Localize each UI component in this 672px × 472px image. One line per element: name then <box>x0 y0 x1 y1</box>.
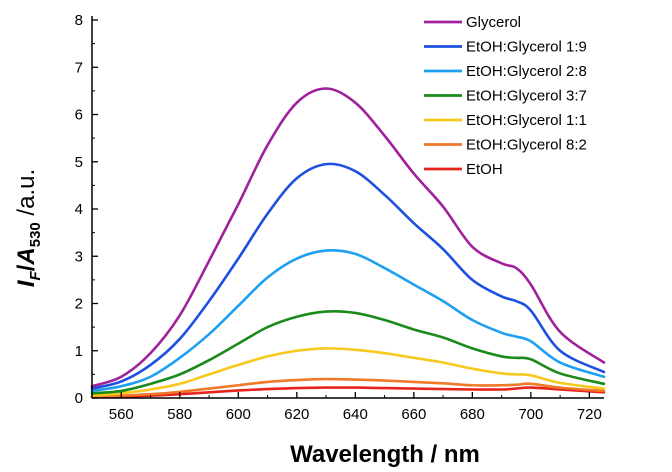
y-axis-title-prefix-sub: F <box>27 270 44 280</box>
series-line-etoh-glycerol-1-9 <box>90 162 606 390</box>
y-tick-label-3: 3 <box>75 248 83 265</box>
series-line-etoh-glycerol-8-2 <box>90 377 606 398</box>
series-line-etoh-glycerol-1-1 <box>90 347 606 397</box>
legend-label-etoh-glycerol-1-1: EtOH:Glycerol 1:1 <box>466 112 587 129</box>
y-tick-label-4: 4 <box>75 201 83 218</box>
y-axis-title-main: A <box>13 247 40 265</box>
y-tick-label-5: 5 <box>75 154 83 171</box>
axes: 560 580 600 620 640 660 680 700 720 0 1 2 3 4 5 6 7 8 <box>75 12 604 423</box>
y-axis-title-main-sub: 530 <box>27 222 44 247</box>
legend-label-glycerol: Glycerol <box>466 14 521 31</box>
y-tick-label-6: 6 <box>75 107 83 124</box>
plot-area <box>90 87 606 399</box>
y-axis-title-slash: / <box>13 264 40 271</box>
x-axis-title: Wavelength / nm <box>290 441 480 468</box>
legend-label-etoh-glycerol-8-2: EtOH:Glycerol 8:2 <box>466 137 587 154</box>
legend: Glycerol EtOH:Glycerol 1:9 EtOH:Glycerol 2… <box>424 14 587 178</box>
y-axis-title: IF/A530 /a.u. <box>13 169 44 287</box>
series-line-etoh-glycerol-3-7 <box>90 309 606 395</box>
x-tick-label-560: 560 <box>109 406 134 423</box>
x-tick-label-680: 680 <box>460 406 485 423</box>
x-tick-label-580: 580 <box>167 406 192 423</box>
legend-label-etoh-glycerol-2-8: EtOH:Glycerol 2:8 <box>466 63 587 80</box>
series-line-etoh-glycerol-2-8 <box>90 249 606 393</box>
x-tick-label-600: 600 <box>226 406 251 423</box>
legend-label-etoh-glycerol-3-7: EtOH:Glycerol 3:7 <box>466 88 587 105</box>
y-axis-title-prefix: I <box>13 279 40 287</box>
legend-label-etoh: EtOH <box>466 161 503 178</box>
x-tick-label-660: 660 <box>401 406 426 423</box>
series-line-glycerol <box>90 87 606 388</box>
y-axis-title-unit: /a.u. <box>13 169 40 222</box>
y-tick-label-0: 0 <box>75 390 83 407</box>
legend-label-etoh-glycerol-1-9: EtOH:Glycerol 1:9 <box>466 39 587 56</box>
y-tick-label-2: 2 <box>75 296 83 313</box>
x-tick-label-620: 620 <box>284 406 309 423</box>
x-tick-label-720: 720 <box>577 406 602 423</box>
x-tick-label-700: 700 <box>518 406 543 423</box>
x-tick-label-640: 640 <box>343 406 368 423</box>
y-tick-label-7: 7 <box>75 59 83 76</box>
y-tick-label-8: 8 <box>75 12 83 29</box>
y-tick-label-1: 1 <box>75 343 83 360</box>
